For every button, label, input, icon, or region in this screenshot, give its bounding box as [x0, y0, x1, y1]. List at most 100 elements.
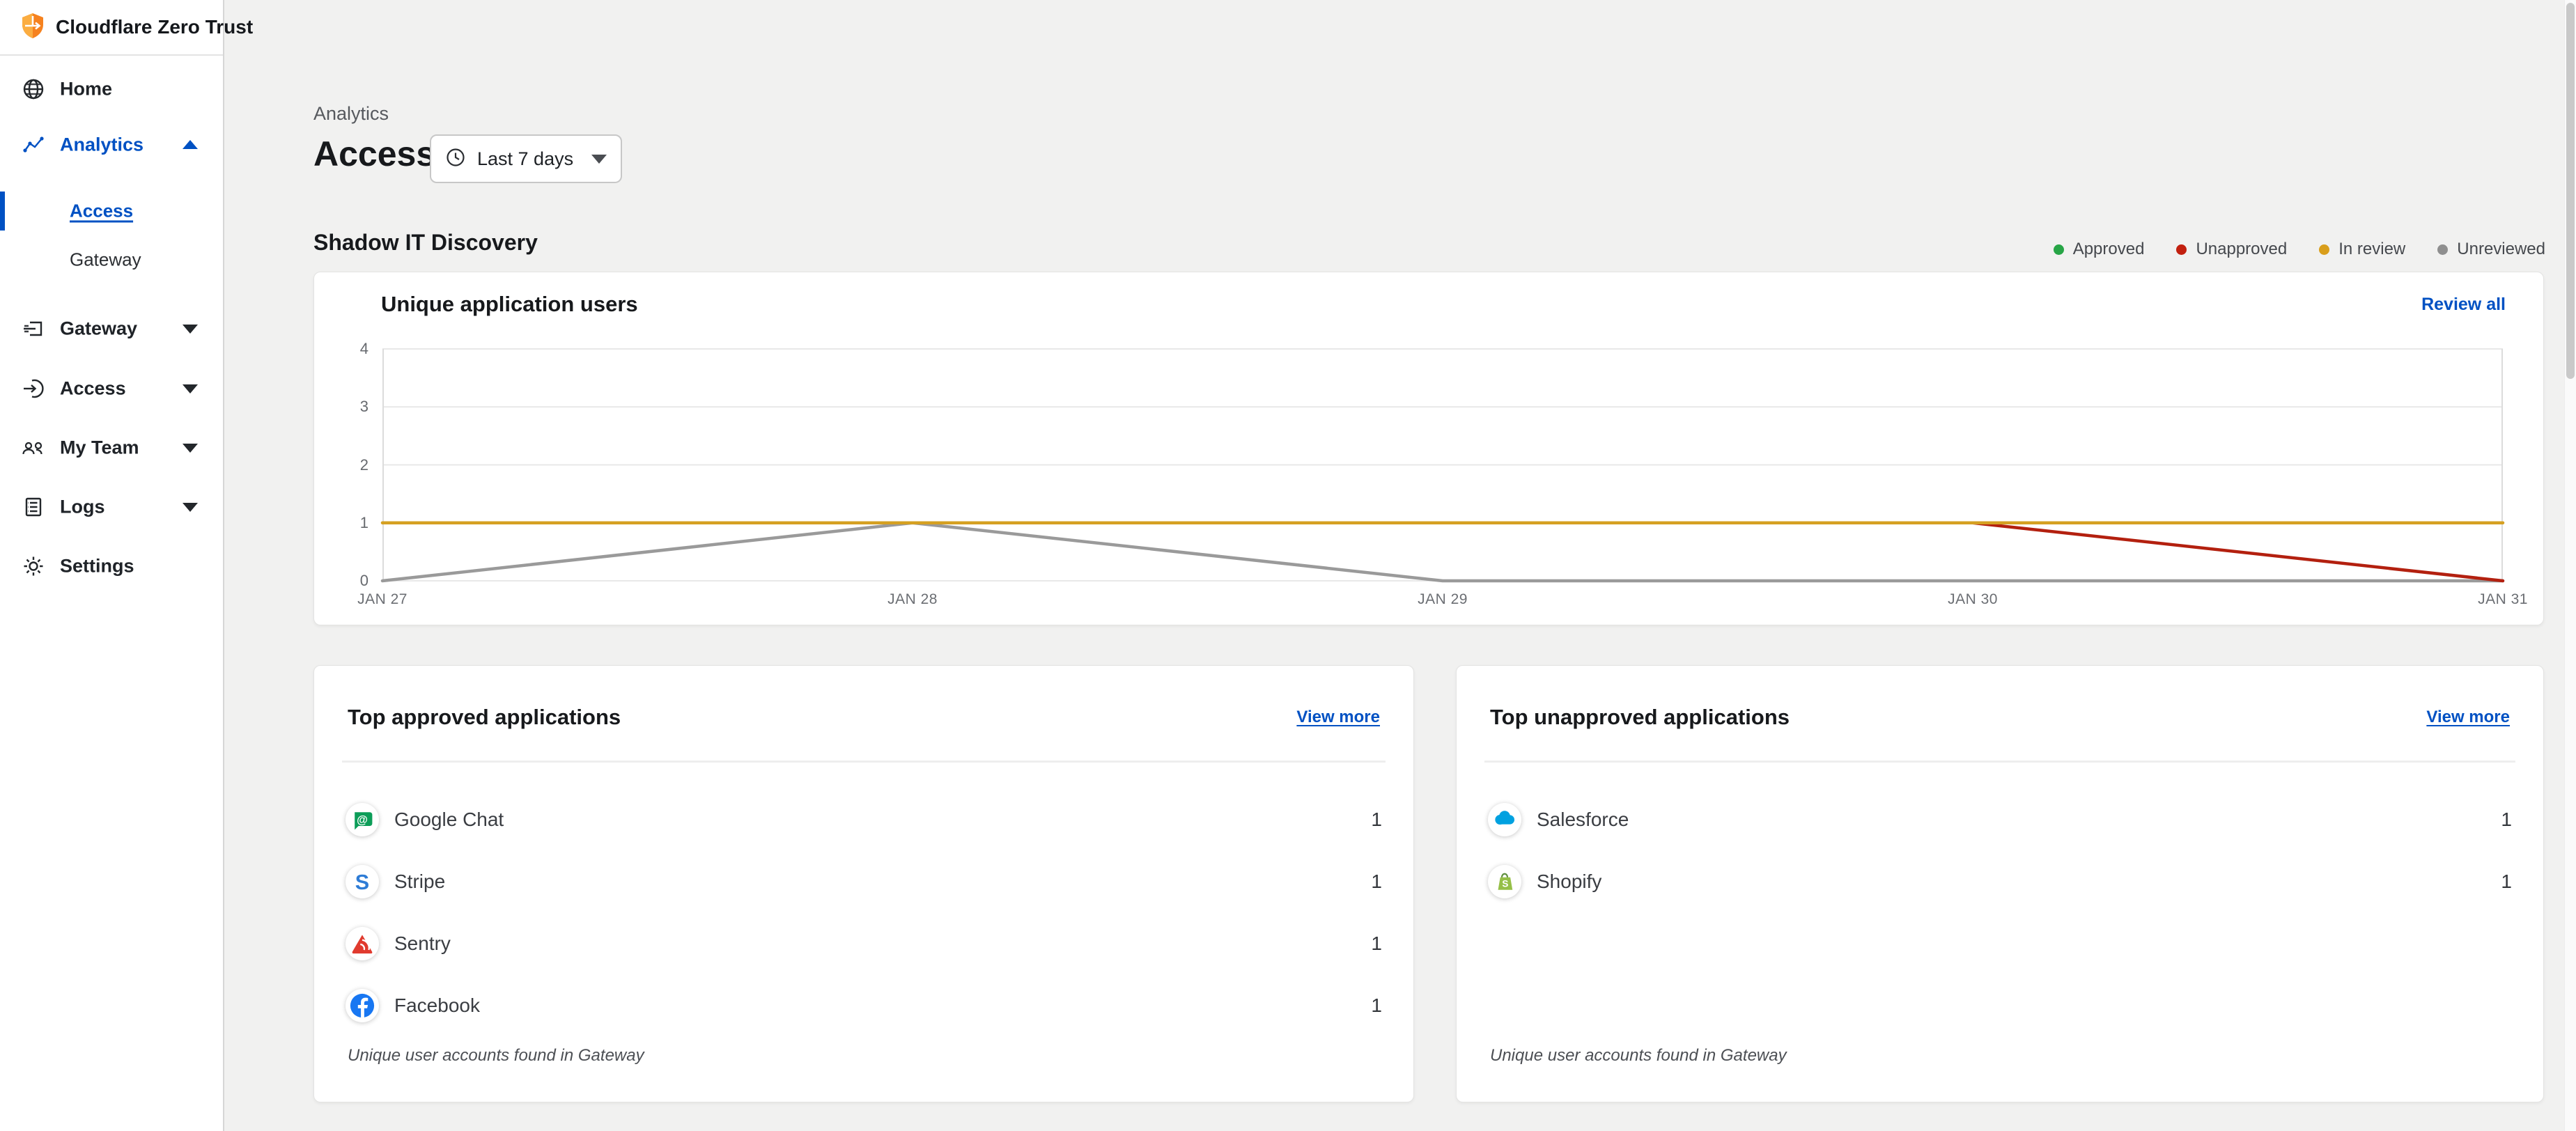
clock-icon [445, 147, 466, 171]
sidebar-item-analytics[interactable]: Analytics [0, 125, 224, 164]
salesforce-icon [1488, 803, 1521, 836]
chevron-down-icon [183, 503, 198, 512]
divider [1484, 760, 2515, 763]
app-count: 1 [1371, 994, 1382, 1016]
svg-text:S: S [355, 871, 369, 894]
legend-dot [2053, 244, 2064, 255]
y-tick-label: 3 [359, 398, 368, 416]
app-count: 1 [1371, 809, 1382, 830]
card-footnote: Unique user accounts found in Gateway [348, 1046, 644, 1065]
legend-dot [2437, 244, 2449, 255]
x-tick-label: JAN 31 [2478, 591, 2528, 607]
svg-text:S: S [1502, 879, 1508, 889]
chart-svg [380, 348, 2505, 583]
legend-dot [2176, 244, 2187, 255]
card-title: Top unapproved applications [1490, 705, 1790, 729]
sidebar-item-label: Home [60, 78, 113, 100]
facebook-icon [346, 989, 379, 1022]
shopify-icon: S [1488, 865, 1521, 898]
sidebar-subitem-analytics-access[interactable]: Access [0, 192, 224, 231]
sidebar-item-my-team[interactable]: My Team [0, 428, 224, 467]
active-indicator [0, 192, 5, 231]
card-title: Top approved applications [348, 705, 621, 729]
scrollbar-track [2564, 0, 2576, 1131]
sidebar-item-label: My Team [60, 437, 139, 458]
chevron-down-icon [183, 325, 198, 334]
app-name: Stripe [394, 871, 446, 892]
review-all-link[interactable]: Review all [2421, 295, 2506, 314]
top-unapproved-applications-card: Top unapproved applications View more Sa… [1456, 665, 2544, 1102]
y-tick-label: 1 [359, 513, 368, 531]
stripe-icon: S [346, 865, 379, 898]
cloudflare-zero-trust-shield-icon [20, 12, 46, 43]
gear-icon [21, 554, 46, 579]
svg-text:@: @ [357, 813, 368, 826]
x-tick-label: JAN 27 [357, 591, 408, 607]
app-count: 1 [1371, 933, 1382, 954]
legend-item: Approved [2053, 240, 2145, 259]
view-more-link[interactable]: View more [2426, 708, 2510, 726]
app-row: @ Google Chat 1 [346, 798, 1382, 841]
y-tick-label: 2 [359, 455, 368, 474]
sentry-icon [346, 927, 379, 960]
legend-label: Unreviewed [2457, 240, 2545, 258]
app-row: Facebook 1 [346, 984, 1382, 1027]
sidebar-item-home[interactable]: Home [0, 70, 224, 109]
page-title: Access [313, 134, 436, 173]
y-tick-label: 4 [359, 340, 368, 357]
breadcrumb: Analytics [313, 103, 389, 124]
x-tick-label: JAN 28 [887, 591, 938, 607]
app-title: Cloudflare Zero Trust [56, 16, 254, 38]
sidebar-subitem-analytics-gateway[interactable]: Gateway [0, 240, 224, 279]
sidebar-item-label: Gateway [60, 318, 138, 339]
time-range-dropdown[interactable]: Last 7 days [430, 134, 622, 183]
app-count: 1 [2501, 871, 2512, 892]
sidebar-subitem-label: Gateway [70, 249, 141, 270]
sidebar: Cloudflare Zero Trust Home Analytics Acc… [0, 0, 253, 1131]
legend-item: In review [2319, 240, 2405, 259]
top-approved-applications-card: Top approved applications View more @ Go… [313, 665, 1414, 1102]
divider [342, 760, 1386, 763]
google-chat-icon: @ [346, 803, 379, 836]
gateway-icon [21, 316, 46, 341]
app-row: Salesforce 1 [1488, 798, 2512, 841]
sidebar-item-label: Settings [60, 555, 134, 577]
chevron-down-icon [183, 444, 198, 453]
app-name: Google Chat [394, 809, 504, 830]
chart-title: Unique application users [381, 292, 638, 316]
chevron-down-icon [183, 384, 198, 393]
team-people-icon [21, 435, 46, 460]
legend-item: Unreviewed [2437, 240, 2545, 259]
legend-label: Unapproved [2196, 240, 2288, 258]
view-more-link[interactable]: View more [1296, 708, 1380, 726]
time-range-value: Last 7 days [477, 148, 574, 169]
login-arrow-icon [21, 376, 46, 401]
sidebar-item-access[interactable]: Access [0, 369, 224, 408]
y-tick-label: 0 [359, 572, 368, 589]
x-tick-label: JAN 30 [1948, 591, 1998, 607]
legend-label: In review [2338, 240, 2406, 258]
legend-item: Unapproved [2176, 240, 2287, 259]
chevron-down-icon [591, 154, 607, 164]
sidebar-item-gateway[interactable]: Gateway [0, 309, 224, 348]
scrollbar-thumb[interactable] [2566, 3, 2575, 379]
legend-dot [2319, 244, 2330, 255]
chevron-up-icon [183, 140, 198, 149]
chart-card: Unique application users Review all 0 1 2 3… [313, 272, 2544, 625]
x-tick-label: JAN 29 [1418, 591, 1468, 607]
logs-document-icon [21, 494, 46, 520]
legend-label: Approved [2072, 240, 2145, 258]
sidebar-item-settings[interactable]: Settings [0, 547, 224, 586]
section-title: Shadow IT Discovery [313, 230, 538, 255]
chart-plot[interactable] [380, 348, 2505, 583]
app-count: 1 [1371, 871, 1382, 892]
sidebar-item-label: Logs [60, 496, 105, 517]
chart-legend: Approved Unapproved In review Unreviewed [2053, 240, 2545, 259]
app-name: Sentry [394, 933, 451, 954]
sidebar-item-label: Analytics [60, 134, 144, 155]
app-count: 1 [2501, 809, 2512, 830]
sidebar-subitem-label: Access [70, 200, 134, 221]
sidebar-item-logs[interactable]: Logs [0, 488, 224, 526]
logo[interactable]: Cloudflare Zero Trust [0, 0, 253, 56]
trend-line-icon [21, 132, 46, 157]
